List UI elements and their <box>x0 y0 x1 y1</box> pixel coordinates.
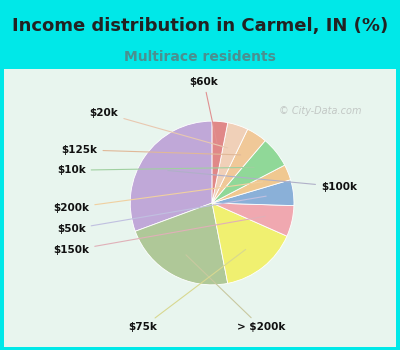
Text: $75k: $75k <box>128 250 246 332</box>
FancyBboxPatch shape <box>4 69 396 347</box>
Text: $60k: $60k <box>190 77 218 143</box>
Text: Multirace residents: Multirace residents <box>124 50 276 64</box>
Wedge shape <box>212 165 290 203</box>
Wedge shape <box>212 122 248 203</box>
Wedge shape <box>212 203 294 236</box>
Text: © City-Data.com: © City-Data.com <box>279 106 361 116</box>
Text: $125k: $125k <box>62 145 240 155</box>
Text: $10k: $10k <box>57 165 254 175</box>
Text: $150k: $150k <box>53 216 265 256</box>
Wedge shape <box>135 203 228 285</box>
Wedge shape <box>212 121 228 203</box>
Text: $50k: $50k <box>57 196 266 234</box>
Text: $100k: $100k <box>168 170 357 192</box>
Wedge shape <box>212 203 287 284</box>
Wedge shape <box>130 121 212 231</box>
Text: $200k: $200k <box>53 182 262 213</box>
Text: $20k: $20k <box>90 108 228 148</box>
Text: > $200k: > $200k <box>186 255 285 332</box>
Wedge shape <box>212 129 265 203</box>
Wedge shape <box>212 180 294 205</box>
Text: Income distribution in Carmel, IN (%): Income distribution in Carmel, IN (%) <box>12 18 388 35</box>
Wedge shape <box>212 141 285 203</box>
